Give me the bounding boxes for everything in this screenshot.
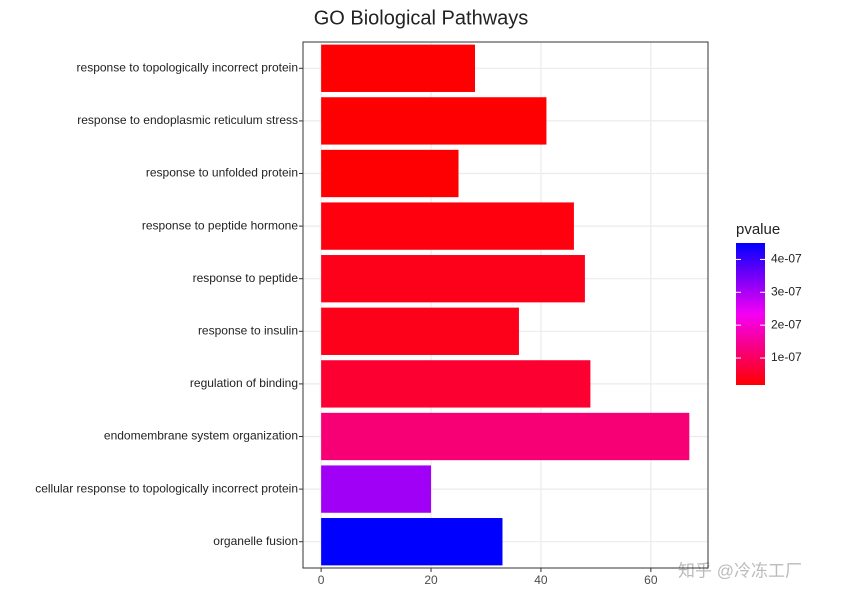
bar bbox=[321, 412, 690, 461]
bar bbox=[321, 307, 519, 355]
y-tick-label: organelle fusion bbox=[213, 534, 298, 548]
y-tick-label: regulation of binding bbox=[190, 376, 298, 390]
y-tick-label: response to unfolded protein bbox=[146, 166, 298, 180]
legend-tick-label: 4e-07 bbox=[771, 252, 802, 266]
legend-title: pvalue bbox=[736, 221, 780, 238]
legend-colorbar bbox=[736, 243, 765, 385]
y-tick-label: cellular response to topologically incor… bbox=[35, 481, 298, 495]
plot-border bbox=[302, 41, 709, 569]
watermark: 知乎 @冷冻工厂 bbox=[678, 561, 802, 580]
bar bbox=[321, 465, 432, 513]
bar bbox=[321, 97, 547, 145]
legend-tick-label: 1e-07 bbox=[771, 350, 802, 364]
legend-tick-label: 3e-07 bbox=[771, 284, 802, 298]
bar bbox=[321, 360, 591, 408]
bar bbox=[321, 149, 459, 198]
bar bbox=[321, 202, 574, 250]
chart-title: GO Biological Pathways bbox=[314, 7, 529, 29]
bar bbox=[321, 255, 585, 303]
bar bbox=[321, 44, 476, 92]
x-tick-label: 0 bbox=[318, 573, 325, 587]
y-tick-label: response to topologically incorrect prot… bbox=[77, 60, 298, 74]
x-tick-label: 60 bbox=[644, 573, 658, 587]
bar bbox=[321, 518, 503, 566]
x-tick-label: 40 bbox=[534, 573, 548, 587]
y-tick-label: response to insulin bbox=[198, 323, 298, 337]
legend-tick-label: 2e-07 bbox=[771, 317, 802, 331]
y-tick-label: response to peptide bbox=[193, 271, 299, 285]
y-tick-label: endomembrane system organization bbox=[104, 429, 298, 443]
x-tick-label: 20 bbox=[424, 573, 438, 587]
y-tick-label: response to peptide hormone bbox=[142, 218, 298, 232]
y-tick-label: response to endoplasmic reticulum stress bbox=[77, 113, 298, 127]
